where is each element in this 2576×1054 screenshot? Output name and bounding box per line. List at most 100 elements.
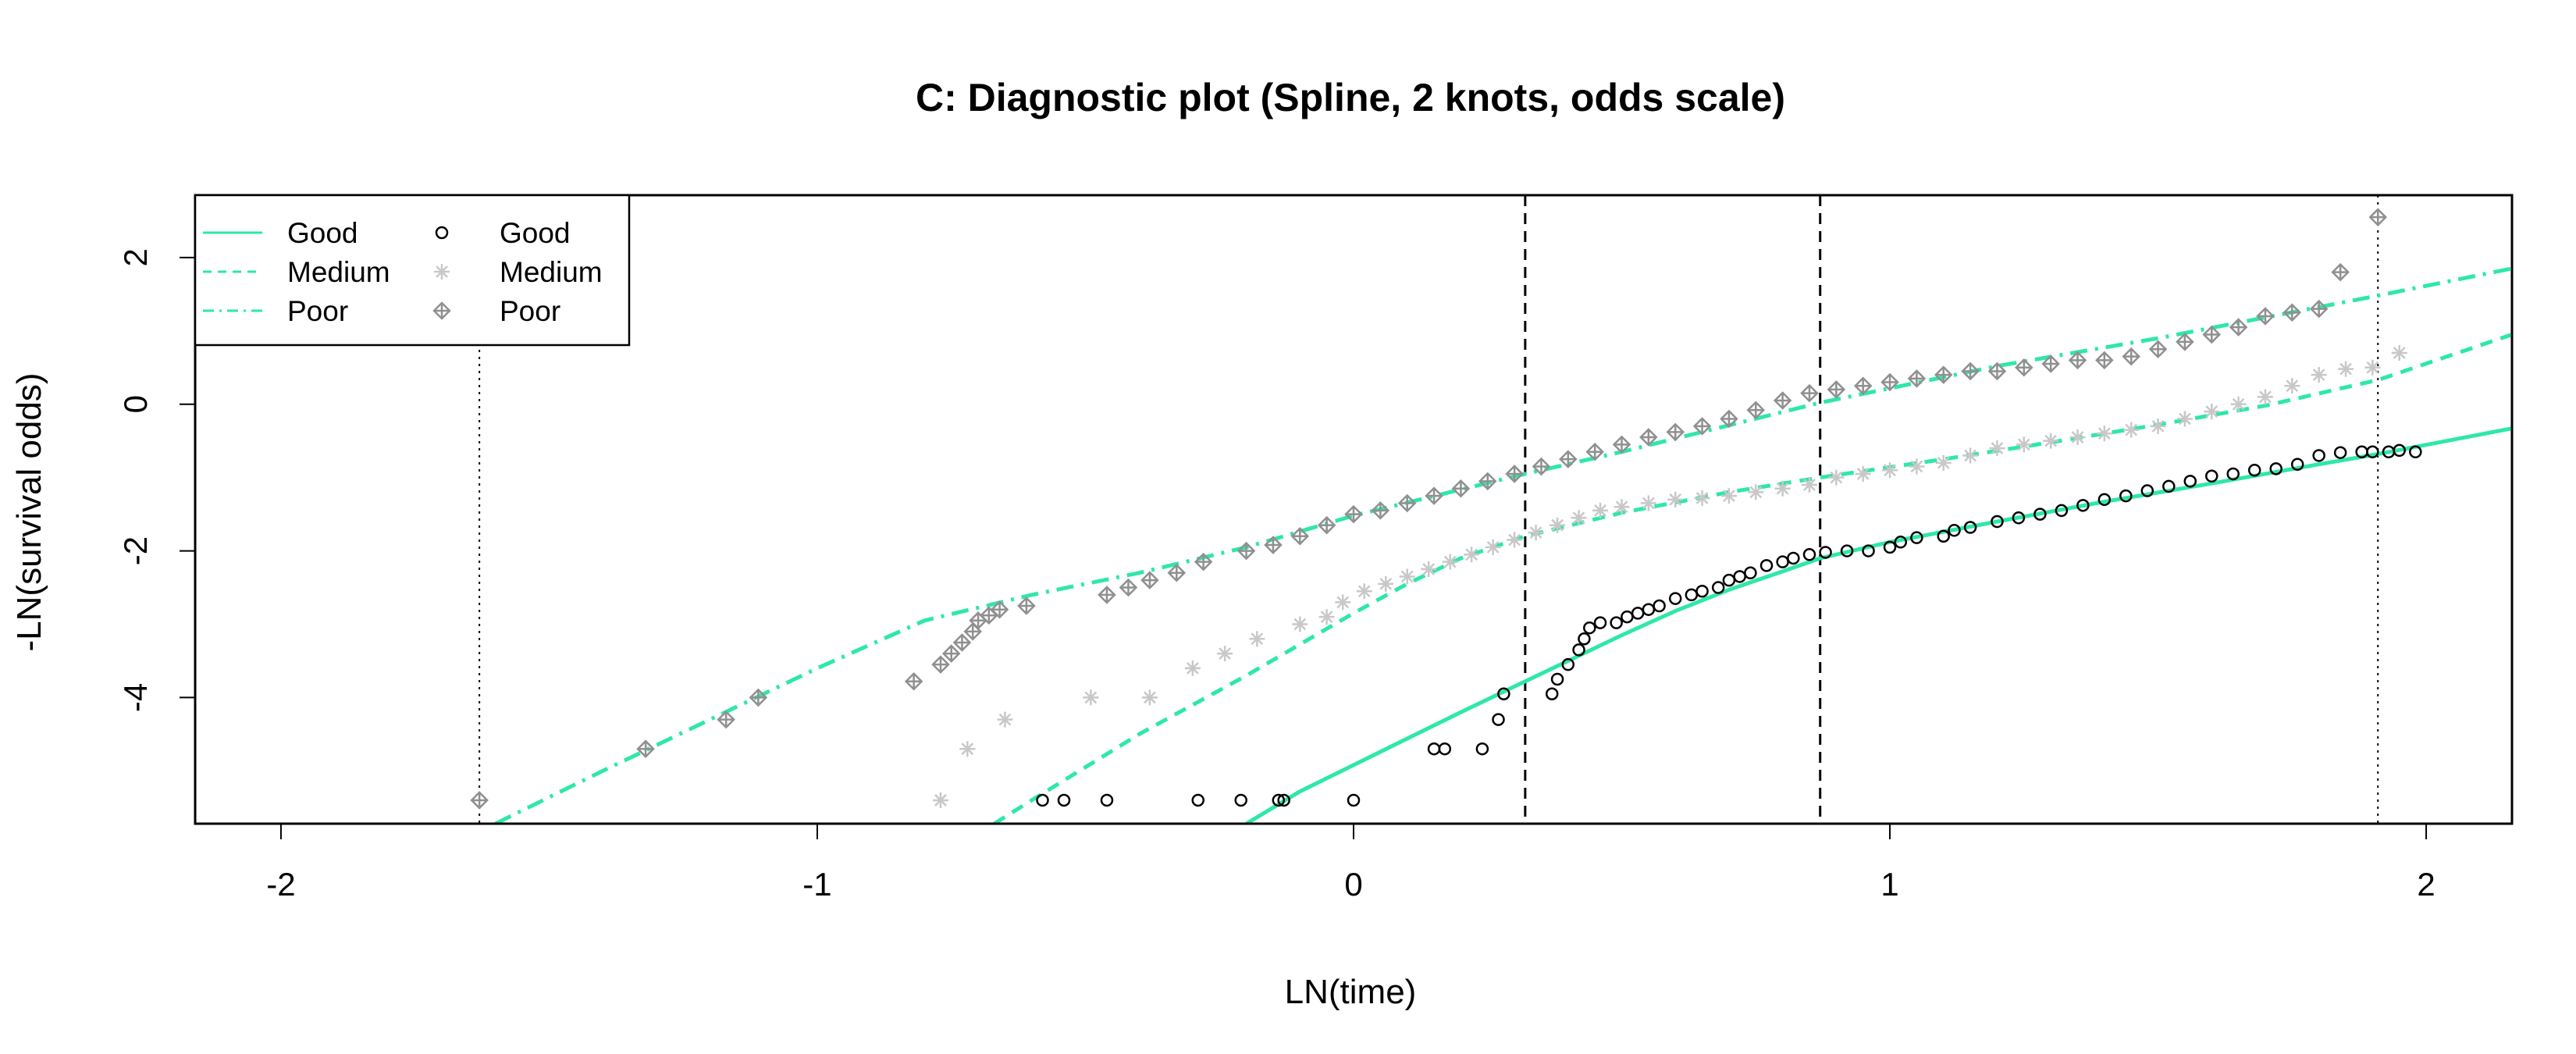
marker-asterisk (1421, 561, 1437, 578)
data-point (1640, 495, 1656, 511)
marker-circle (1948, 524, 1961, 537)
data-point (2097, 493, 2112, 507)
marker-diamond-plus (2229, 318, 2248, 336)
marker-circle (2097, 493, 2112, 507)
marker-asterisk (1550, 517, 1566, 533)
data-point (1802, 548, 1816, 561)
x-axis-label: LN(time) (1285, 973, 1417, 1011)
marker-circle (1100, 793, 1114, 807)
data-point (1017, 596, 1036, 615)
data-point (1492, 713, 1505, 726)
data-point (1277, 793, 1290, 807)
data-point (904, 672, 923, 691)
marker-diamond-plus (1344, 504, 1363, 524)
marker-diamond-plus (2068, 351, 2087, 370)
data-point (1478, 472, 1497, 491)
data-point (1505, 465, 1524, 483)
marker-circle (1759, 559, 1774, 572)
marker-diamond-plus (952, 633, 972, 652)
marker-asterisk (2204, 404, 2220, 420)
y-tick-label: -2 (117, 536, 154, 565)
marker-circle (2119, 489, 2133, 503)
data-point (1249, 631, 1265, 647)
marker-circle (1057, 793, 1071, 807)
marker-circle (2312, 449, 2325, 462)
data-point (1962, 447, 1979, 464)
data-point (1593, 616, 1607, 629)
data-point (1695, 584, 1709, 598)
data-point (1774, 480, 1791, 497)
marker-diamond-plus (1505, 465, 1524, 483)
legend-marker-poor (432, 301, 451, 320)
data-point (1191, 793, 1205, 807)
data-point (1559, 450, 1578, 468)
marker-circle (1819, 546, 1832, 559)
y-tick-label: -4 (117, 683, 154, 712)
data-point (1748, 484, 1764, 500)
marker-asterisk (1217, 646, 1233, 662)
marker-asterisk (2391, 344, 2407, 361)
marker-circle (2366, 445, 2379, 459)
marker-circle (1668, 592, 1682, 605)
marker-diamond-plus (2368, 208, 2388, 226)
marker-asterisk (2123, 422, 2140, 438)
marker-asterisk (1442, 554, 1458, 570)
plot-frame (194, 194, 2514, 825)
marker-diamond-plus (2256, 307, 2275, 326)
data-point (1987, 361, 2007, 381)
data-point (1464, 547, 1480, 563)
data-point (2033, 507, 2047, 521)
data-point (1685, 588, 1699, 602)
data-point (2269, 462, 2282, 475)
marker-diamond-plus (1290, 527, 1310, 546)
marker-diamond-plus (2148, 340, 2168, 359)
marker-diamond-plus (2015, 358, 2033, 377)
marker-diamond-plus (904, 672, 923, 691)
data-point (1292, 616, 1308, 632)
marker-asterisk (1507, 532, 1523, 548)
marker-circle (1840, 544, 1854, 557)
legend-point-label: Poor (500, 295, 560, 327)
data-point (2015, 358, 2033, 377)
marker-circle (1583, 621, 1596, 635)
marker-circle (1744, 566, 1757, 580)
marker-diamond-plus (1961, 361, 1980, 381)
data-point (2183, 475, 2197, 488)
marker-diamond-plus (2041, 354, 2060, 373)
data-point (1733, 570, 1746, 583)
data-point (959, 741, 976, 757)
marker-circle (2183, 475, 2197, 488)
data-point (1862, 544, 1875, 557)
data-point (1631, 607, 1645, 620)
data-point (1427, 742, 1441, 756)
data-point (2204, 404, 2220, 420)
data-point (1910, 531, 1923, 544)
marker-circle (1593, 616, 1607, 629)
data-point (2162, 479, 2176, 493)
data-point (1318, 609, 1335, 625)
marker-asterisk (1292, 616, 1308, 632)
marker-asterisk (1935, 454, 1952, 471)
x-tick-label: 2 (2417, 866, 2435, 903)
marker-circle (1036, 793, 1049, 807)
legend: Good Medium Poor Good Medium Poor (194, 194, 631, 347)
data-point (1100, 793, 1114, 807)
legend-marker-good (435, 226, 449, 240)
data-point (1720, 488, 1737, 504)
marker-diamond-plus (1773, 391, 1792, 410)
data-point (1610, 616, 1623, 629)
marker-asterisk (2176, 411, 2193, 427)
data-point (470, 791, 489, 810)
data-point (1585, 442, 1604, 461)
marker-diamond-plus (749, 688, 768, 707)
data-point (2311, 367, 2327, 383)
marker-diamond-plus (1371, 501, 1390, 520)
marker-diamond-plus (1194, 552, 1213, 572)
marker-diamond-plus (2095, 351, 2114, 370)
plot-area: -2 -1 0 1 2 -4 -2 0 2 (117, 194, 2514, 903)
data-point (1442, 554, 1458, 570)
marker-circle (1802, 548, 1816, 561)
marker-circle (1492, 713, 1505, 726)
data-point (1614, 499, 1630, 515)
